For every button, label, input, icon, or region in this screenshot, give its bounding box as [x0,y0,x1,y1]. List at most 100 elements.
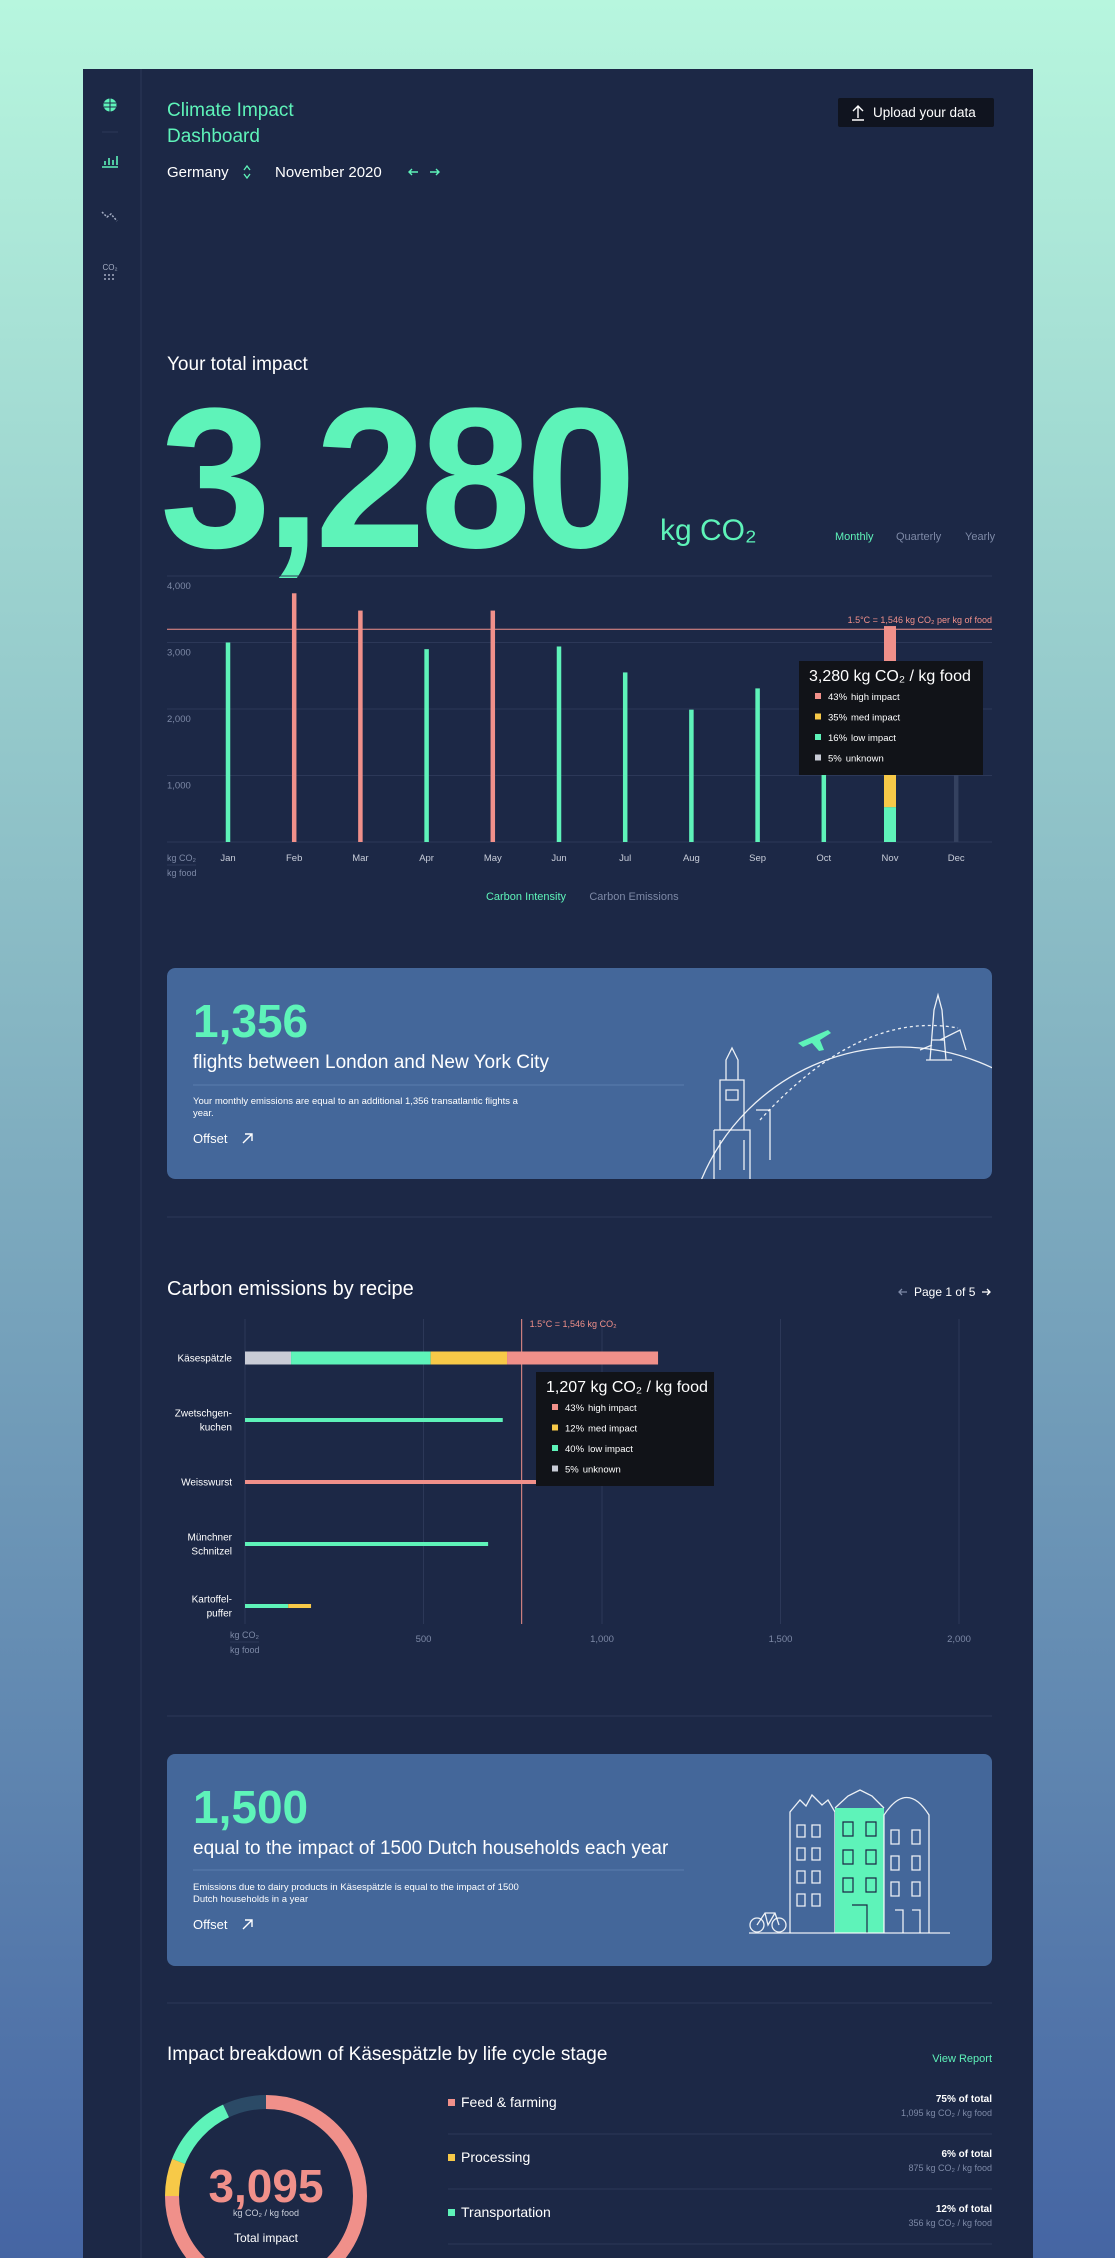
tooltip-item: 43% high impact [828,692,900,703]
category-label: Weisswurst [181,1478,232,1489]
nav-co2-dots[interactable] [104,274,114,280]
tooltip-item-value: 12% [565,1424,585,1435]
x-tick-label: Mar [352,853,368,864]
total-heading: Your total impact [167,354,309,375]
next-period[interactable] [430,168,440,176]
upload-icon[interactable] [852,105,864,121]
nav-chart[interactable] [102,156,118,168]
category-label: Münchner [188,1533,233,1544]
country-select[interactable]: Germany [167,164,229,181]
tooltip-bg [799,661,983,775]
bar-icon[interactable] [102,156,118,168]
upload-button[interactable]: Upload your data [838,98,994,127]
page-prev[interactable] [898,1288,907,1296]
tooltip-swatch [552,1465,558,1472]
tooltip-title: 3,280 kg CO₂ / kg food [809,668,971,685]
category-label: kuchen [200,1423,232,1434]
bar [424,649,429,842]
bar-segment [245,1351,292,1365]
legend-swatch [448,2154,455,2161]
view-report[interactable]: View Report [932,2053,992,2065]
category-label: Käsespätzle [178,1354,233,1365]
nav-co2[interactable]: CO₂ [102,263,117,272]
y-tick-label: 1,000 [167,781,191,792]
card-bg [167,968,992,1179]
tooltip-item: 40% low impact [565,1444,633,1455]
card-action-icon[interactable] [242,1133,253,1144]
prev-period[interactable] [408,168,418,176]
country-chevron[interactable] [243,164,251,180]
bar-segment [430,1351,508,1365]
bar [689,709,694,842]
page-next[interactable] [982,1288,991,1296]
x-tick-label: Oct [816,853,831,864]
tooltip-item: 5% unknown [828,754,884,765]
tooltip-swatch [815,734,821,740]
legend-item[interactable]: Carbon Emissions [589,891,679,903]
tooltip-swatch [815,713,821,720]
bike-wheel [771,1917,787,1933]
nav-globe[interactable] [103,98,117,112]
unit-label: kg food [230,1645,260,1655]
period-tab[interactable]: Quarterly [896,531,942,543]
tooltip-item: 5% unknown [565,1465,621,1476]
x-tick-label: Dec [948,853,965,864]
bike-wheel [749,1917,765,1933]
stage-name: Transportation [461,2204,551,2220]
card-illustration [167,968,992,1179]
bar [225,642,231,842]
tooltip-item: 16% low impact [828,733,896,744]
period-tab[interactable]: Yearly [965,531,996,543]
y-tick-label: 3,000 [167,648,191,659]
bar-segment [507,1351,659,1365]
bar-segment [245,1418,503,1422]
x-tick-label: 1,500 [769,1634,793,1645]
upload-button-bg[interactable] [838,98,994,127]
tooltip-item-name: med impact [588,1424,637,1435]
legend-item[interactable]: Carbon Intensity [486,891,567,903]
card-bg [167,1754,992,1966]
x-tick-label: 500 [416,1634,432,1645]
globe-lines[interactable] [104,98,116,112]
upload-label[interactable]: Upload your data [873,105,976,120]
tooltip-item-name: low impact [588,1444,633,1455]
tooltip-item-value: 5% [828,754,842,765]
bar [755,688,760,842]
threshold-label: 1.5°C = 1,546 kg CO₂ [530,1319,617,1329]
tooltip-swatch [815,693,821,699]
tooltip-title: 1,207 kg CO₂ / kg food [546,1379,708,1396]
y-tick-label: 2,000 [167,714,191,725]
nav-trend[interactable] [101,211,118,222]
stage-share: 75% of total [936,2094,992,2105]
x-tick-label: Apr [419,853,434,864]
total-value: 3,280 [160,367,631,590]
flight-path [759,1024,959,1121]
stage-name: Processing [461,2149,530,2165]
tooltip-swatch [552,1404,558,1410]
dashboard-title: Climate Impact [167,100,294,121]
bar [490,610,496,842]
donut-total: 3,095 [208,2160,323,2212]
card-action-icon[interactable] [242,1919,253,1930]
donut-unit: kg CO₂ / kg food [233,2208,299,2218]
globe [684,1046,992,1179]
bar-segment [245,1542,489,1546]
card-action[interactable]: Offset [193,1131,228,1146]
donut-segment [165,2158,186,2197]
tooltip-item-name: unknown [846,754,884,765]
card-description: Your monthly emissions are equal to an a… [193,1096,519,1107]
period-tab[interactable]: Monthly [835,531,874,543]
y-tick-label: 4,000 [167,581,191,592]
tooltip-item: 43% high impact [565,1403,637,1414]
house [789,1793,836,1933]
tooltip-item-name: med impact [851,713,900,724]
tooltip-swatch [552,1445,558,1451]
dashboard-title: Dashboard [167,126,260,147]
tooltip-item: 35% med impact [828,713,900,724]
card-action[interactable]: Offset [193,1917,228,1932]
tooltip-bg [536,1372,714,1486]
donut-label: Total impact [234,2231,299,2245]
house-roof [834,1789,885,1809]
